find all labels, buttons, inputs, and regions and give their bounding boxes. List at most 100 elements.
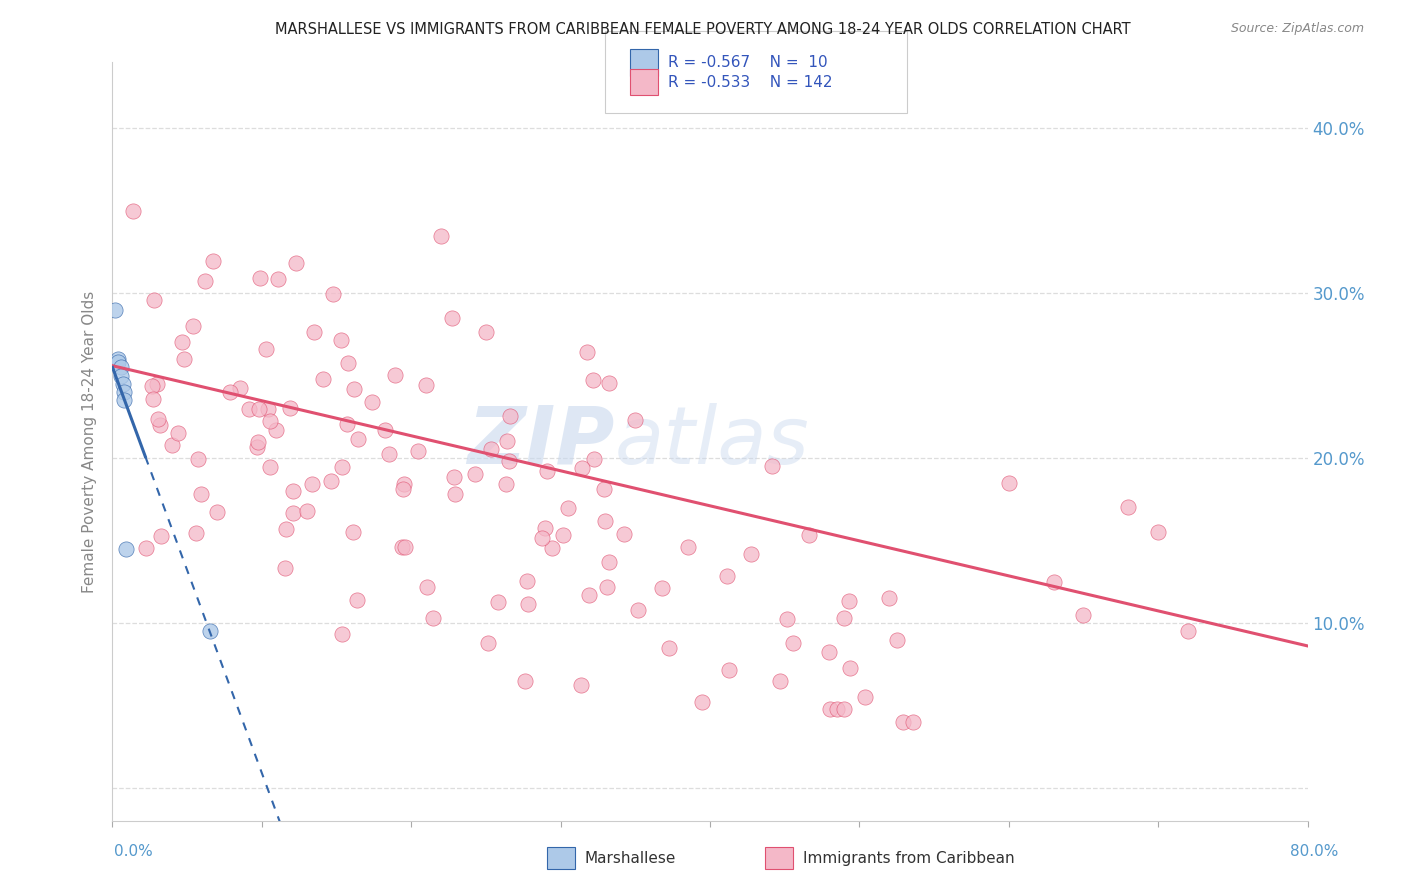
Point [1118, 500, 1140, 515]
Point [264, 423, 287, 437]
Point [274, 522, 297, 536]
Point [627, 602, 650, 616]
Point [571, 461, 593, 475]
Point [776, 612, 799, 626]
Point [551, 528, 574, 542]
Point [879, 591, 901, 605]
Point [312, 371, 335, 385]
Y-axis label: Female Poverty Among 18-24 Year Olds: Female Poverty Among 18-24 Year Olds [82, 291, 97, 592]
Text: atlas: atlas [614, 402, 810, 481]
Point [249, 271, 271, 285]
Point [464, 467, 486, 481]
Point [834, 611, 856, 625]
Point [378, 447, 401, 461]
Point [901, 714, 924, 729]
Point [676, 540, 699, 554]
Point [623, 413, 645, 427]
Point [181, 319, 204, 334]
Text: 80.0%: 80.0% [1291, 845, 1339, 859]
Text: Marshallese: Marshallese [585, 851, 676, 865]
Point [142, 392, 165, 406]
Point [838, 661, 860, 675]
Point [534, 521, 557, 535]
Point [658, 640, 681, 655]
Point [228, 381, 250, 395]
Point [143, 293, 166, 308]
Point [301, 476, 323, 491]
Text: Immigrants from Caribbean: Immigrants from Caribbean [803, 851, 1015, 865]
Point [107, 352, 129, 367]
Point [575, 345, 598, 359]
Point [541, 541, 564, 556]
Point [273, 561, 295, 575]
Point [740, 548, 762, 562]
Point [516, 574, 538, 588]
Point [443, 470, 465, 484]
Point [578, 588, 600, 602]
Point [583, 451, 606, 466]
Point [582, 372, 605, 386]
Point [613, 527, 636, 541]
Point [141, 379, 163, 393]
Point [479, 442, 502, 456]
Point [283, 484, 305, 499]
Point [145, 376, 167, 391]
Point [557, 501, 579, 516]
Text: ZIP: ZIP [467, 402, 614, 481]
Point [198, 624, 221, 639]
Point [886, 633, 908, 648]
Point [717, 663, 740, 677]
Point [384, 368, 406, 382]
Point [536, 464, 558, 478]
Point [135, 541, 157, 555]
Point [495, 476, 517, 491]
Point [593, 514, 616, 528]
Point [160, 438, 183, 452]
Point [110, 368, 132, 383]
Point [346, 593, 368, 607]
Point [259, 460, 281, 475]
Point [219, 385, 242, 400]
Point [278, 401, 301, 415]
Point [593, 483, 616, 497]
Point [598, 555, 620, 569]
Point [110, 360, 132, 375]
Point [415, 377, 437, 392]
Point [408, 444, 430, 458]
Point [190, 486, 212, 500]
Point [499, 409, 522, 424]
Point [825, 701, 848, 715]
Point [690, 695, 713, 709]
Point [149, 417, 172, 432]
Point [319, 474, 342, 488]
Point [769, 674, 792, 689]
Point [797, 528, 820, 542]
Text: 0.0%: 0.0% [114, 845, 153, 859]
Point [761, 459, 783, 474]
Point [104, 302, 127, 317]
Point [115, 541, 138, 556]
Point [173, 352, 195, 367]
Point [330, 627, 353, 641]
Point [531, 531, 554, 545]
Point [998, 475, 1021, 490]
Point [443, 487, 465, 501]
Point [330, 333, 353, 347]
Point [818, 701, 841, 715]
Point [516, 598, 538, 612]
Point [122, 203, 145, 218]
Point [391, 482, 413, 496]
Point [150, 529, 173, 543]
Point [302, 325, 325, 339]
Point [422, 611, 444, 625]
Point [1042, 574, 1064, 589]
Point [167, 425, 190, 440]
Point [146, 412, 169, 426]
Point [346, 432, 368, 446]
Point [716, 569, 738, 583]
Point [391, 540, 413, 554]
Point [374, 423, 396, 437]
Point [170, 334, 193, 349]
Point [205, 505, 228, 519]
Point [285, 256, 308, 270]
